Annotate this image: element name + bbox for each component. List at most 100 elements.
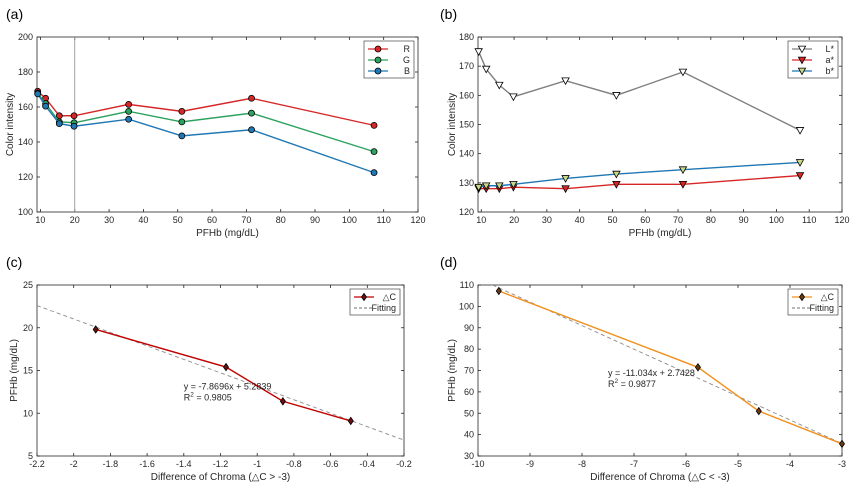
- y-tick-label: 200: [18, 32, 33, 42]
- data-point: [92, 325, 99, 334]
- y-tick-label: 100: [459, 301, 474, 311]
- series-line-△C: [498, 290, 843, 445]
- r-squared-symbol: R: [184, 392, 191, 402]
- data-point: [347, 416, 354, 426]
- data-point: [678, 166, 688, 175]
- data-point: [561, 175, 570, 183]
- y-tick-label: 5: [28, 451, 33, 461]
- panel-label: (a): [6, 6, 23, 22]
- data-point: [495, 286, 502, 296]
- r-squared: R2 = 0.9877: [608, 378, 656, 389]
- legend-label: Fitting: [371, 303, 396, 313]
- y-tick-label: 110: [460, 280, 474, 290]
- x-tick-label: 110: [376, 215, 390, 225]
- y-axis-label: PFHb (mg/dL): [9, 339, 20, 402]
- data-point: [222, 362, 230, 372]
- x-tick-label: 10: [476, 215, 486, 225]
- legend-label: L*: [825, 44, 834, 54]
- y-tick-label: 150: [459, 120, 474, 130]
- y-tick-label: 10: [23, 408, 33, 418]
- x-tick-label: 50: [173, 215, 183, 225]
- y-tick-label: 30: [464, 451, 474, 461]
- x-tick-label: 40: [575, 215, 585, 225]
- r-squared-value: = 0.9805: [194, 392, 232, 402]
- data-point: [370, 148, 378, 156]
- data-point: [34, 90, 42, 98]
- x-tick-label: 120: [410, 215, 425, 225]
- x-tick-label: 70: [241, 215, 251, 225]
- y-tick-label: 120: [459, 207, 474, 217]
- data-point: [42, 102, 49, 110]
- x-tick-label: -5: [734, 459, 742, 469]
- data-point: [125, 115, 133, 123]
- x-tick-label: -9: [526, 459, 534, 469]
- chart-panel-a: (a) 10 20 30 40 50 60 70 80 90 100 110 120 100 120 140 1…: [5, 6, 426, 239]
- data-point: [838, 439, 846, 449]
- x-tick-label: 80: [706, 215, 716, 225]
- x-tick-label: -1: [253, 459, 261, 469]
- x-tick-label: -0.8: [286, 459, 302, 469]
- data-point: [678, 68, 688, 77]
- data-point: [474, 183, 483, 192]
- x-tick-label: 20: [509, 215, 519, 225]
- x-axis-label: Difference of Chroma (△C > -3): [151, 472, 291, 483]
- data-point: [178, 118, 186, 126]
- chart-panel-b: (b) 10 20 30 40 50 60 70 80 90 100 110 120 120 130 140 1…: [440, 6, 850, 239]
- x-tick-label: -2: [70, 459, 78, 469]
- y-tick-label: 120: [18, 172, 33, 182]
- legend-label: B: [404, 66, 410, 76]
- y-tick-label: 20: [23, 323, 33, 333]
- y-tick-label: 100: [18, 207, 33, 217]
- x-tick-label: -8: [578, 459, 586, 469]
- data-point: [795, 159, 805, 167]
- x-tick-label: 60: [207, 215, 217, 225]
- panel-label: (d): [440, 254, 457, 270]
- x-tick-label: 60: [640, 215, 650, 225]
- series-line-△C: [95, 328, 351, 422]
- data-point: [70, 112, 78, 120]
- data-point: [561, 77, 570, 86]
- panel-label: (b): [440, 6, 457, 22]
- data-point: [612, 92, 621, 100]
- fit-equation: y = -11.034x + 2.7428: [608, 368, 695, 378]
- r-squared-exponent: 2: [615, 378, 619, 385]
- x-tick-label: 30: [104, 215, 114, 225]
- legend-marker: [374, 45, 382, 53]
- r-squared-exponent: 2: [190, 391, 194, 398]
- data-point: [248, 126, 255, 134]
- y-tick-label: 160: [18, 102, 33, 112]
- x-axis-label: PFHb (mg/dL): [196, 228, 259, 239]
- data-point: [370, 169, 378, 177]
- y-tick-label: 130: [459, 178, 474, 188]
- y-tick-label: 15: [23, 366, 33, 376]
- panel-label: (c): [6, 254, 22, 270]
- legend-marker: [797, 45, 807, 54]
- plot-area: [477, 36, 843, 213]
- r-squared-value: = 0.9877: [618, 379, 656, 389]
- r-squared: R2 = 0.9805: [184, 391, 232, 402]
- legend-marker: [797, 67, 807, 76]
- data-point: [370, 121, 378, 129]
- data-point: [178, 132, 186, 140]
- data-point: [795, 172, 805, 180]
- series-line-B: [37, 93, 375, 174]
- y-tick-label: 60: [464, 387, 474, 397]
- data-point: [70, 122, 78, 130]
- data-point: [612, 170, 621, 179]
- legend: RGB: [363, 40, 415, 79]
- data-point: [55, 120, 63, 128]
- x-tick-label: 40: [138, 215, 148, 225]
- x-tick-label: -6: [682, 459, 690, 469]
- data-point: [178, 107, 186, 115]
- legend-label: b*: [825, 66, 834, 76]
- y-tick-label: 25: [23, 280, 33, 290]
- x-tick-label: 110: [802, 215, 816, 225]
- data-point: [755, 406, 762, 416]
- data-point: [509, 181, 518, 189]
- legend-label: △C: [821, 292, 835, 302]
- y-axis-label: Color intensity: [5, 93, 16, 156]
- data-point: [509, 93, 518, 102]
- y-tick-label: 40: [464, 430, 474, 440]
